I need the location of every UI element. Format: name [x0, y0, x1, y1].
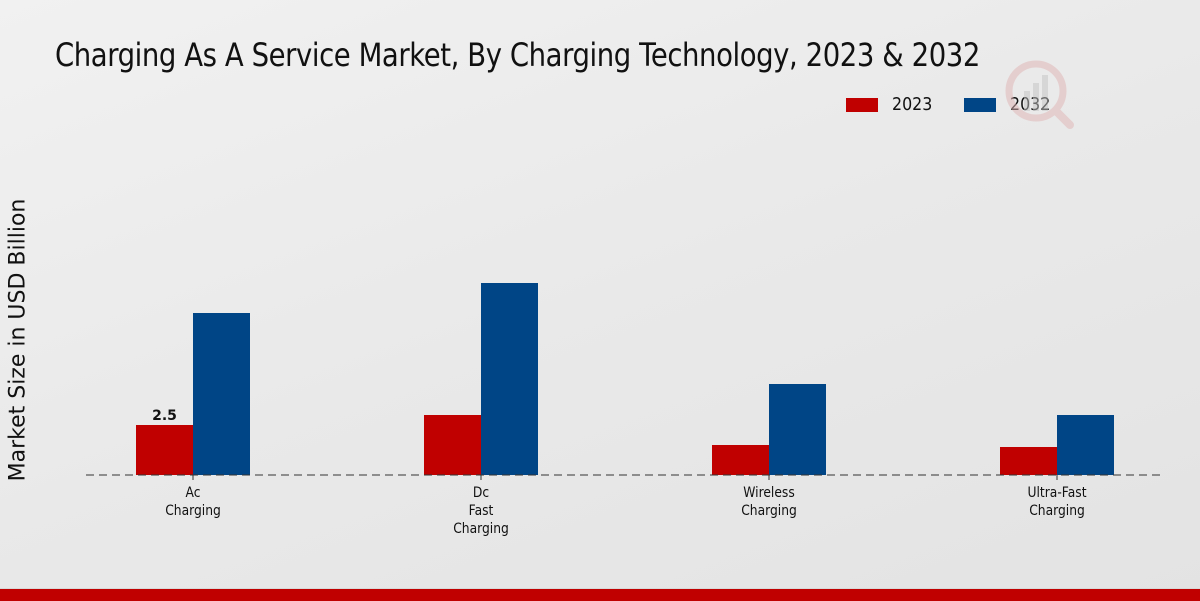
- x-tick-label: Dc Fast Charging: [453, 485, 509, 537]
- x-tick-label: Wireless Charging: [741, 485, 797, 519]
- legend-item-2023[interactable]: 2023: [846, 94, 938, 115]
- bar-2023-0[interactable]: [136, 425, 193, 475]
- legend-swatch-2023: [846, 97, 878, 112]
- data-label: 2.5: [152, 408, 177, 424]
- bar-2023-2[interactable]: [712, 445, 769, 475]
- bar-2023-3[interactable]: [1000, 447, 1057, 475]
- legend-swatch-2032: [964, 97, 996, 112]
- bar-2032-1[interactable]: [481, 283, 538, 475]
- chart-title: Charging As A Service Market, By Chargin…: [55, 36, 980, 74]
- x-tick-label: Ac Charging: [165, 485, 221, 519]
- watermark-logo-icon: [1005, 60, 1074, 129]
- bar-2032-0[interactable]: [193, 313, 250, 475]
- x-tick-label: Ultra-Fast Charging: [1027, 485, 1086, 519]
- bar-2023-1[interactable]: [424, 415, 481, 475]
- bar-2032-2[interactable]: [769, 384, 826, 475]
- bar-2032-3[interactable]: [1057, 415, 1114, 475]
- legend-label-2023: 2023: [892, 94, 933, 115]
- footer-bar: [0, 588, 1200, 601]
